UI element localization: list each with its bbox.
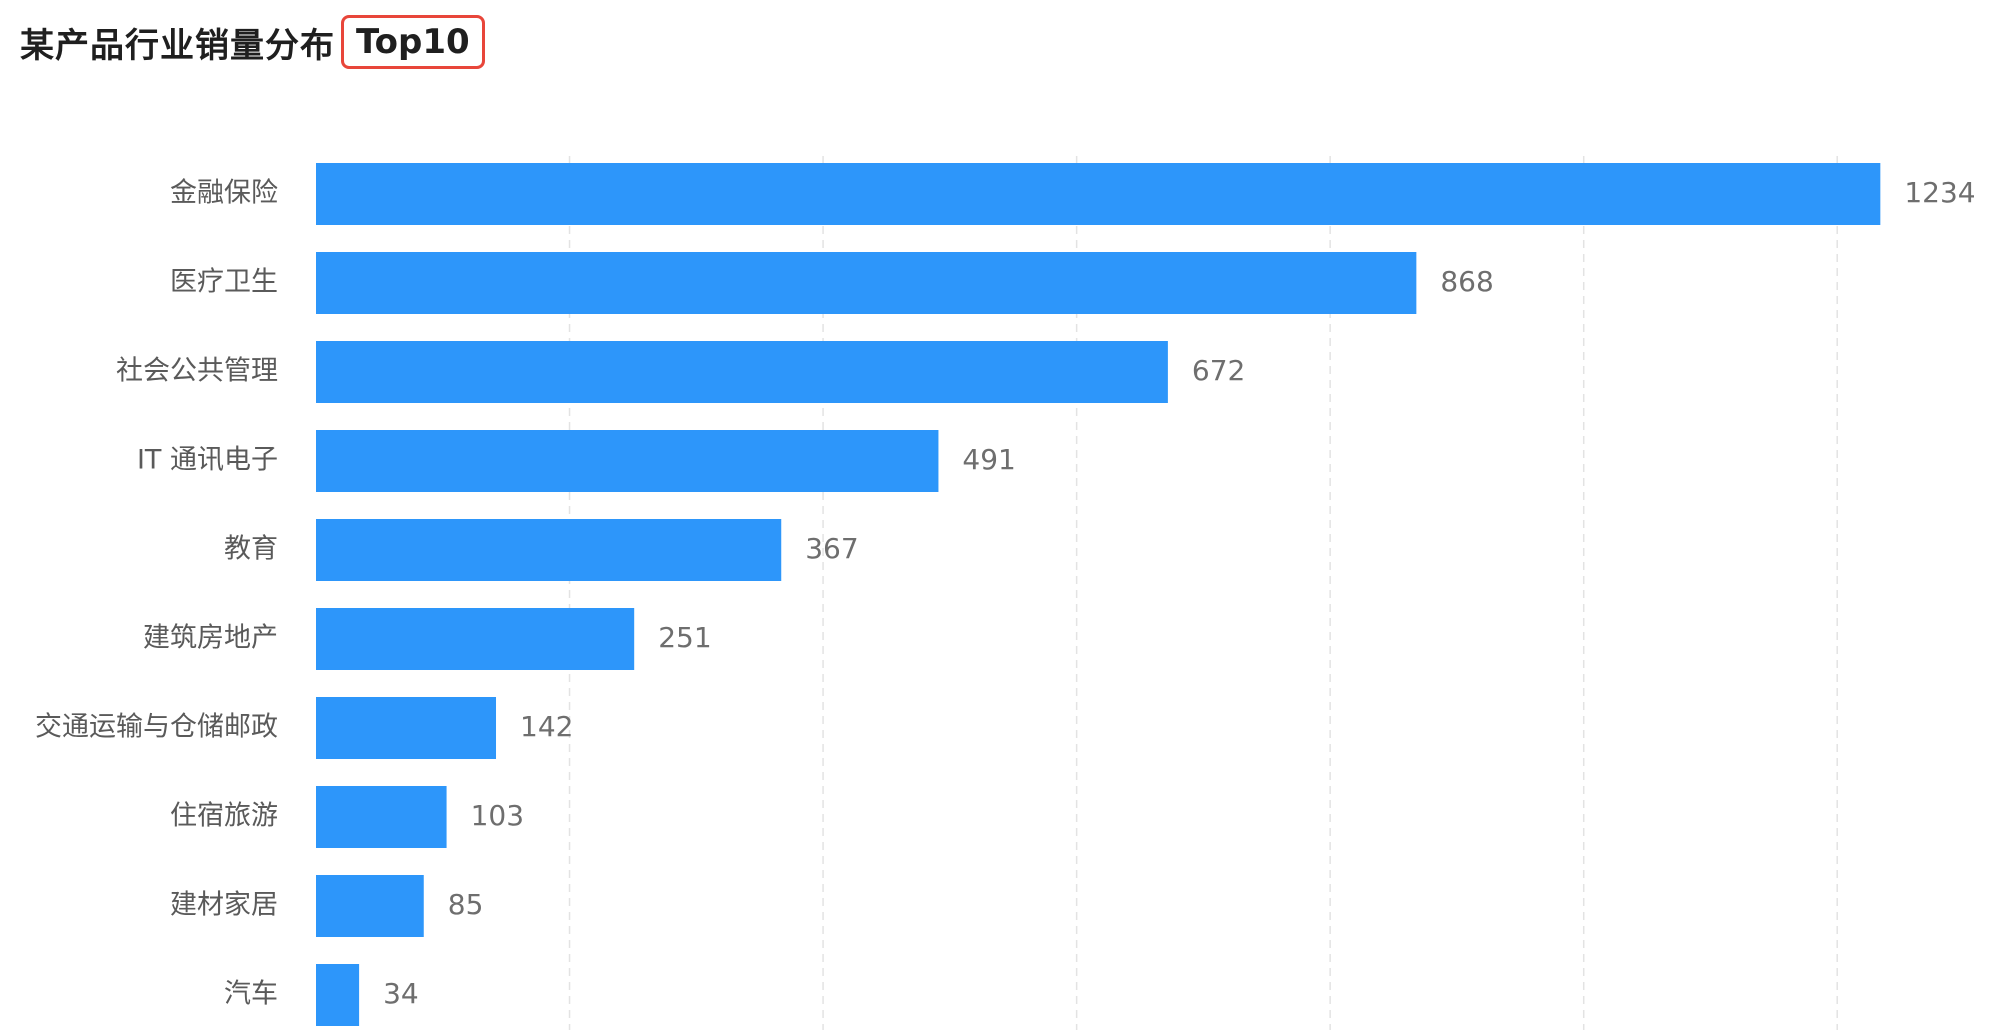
- category-label: 交通运输与仓储邮政: [35, 712, 278, 743]
- category-label: 金融保险: [170, 178, 278, 209]
- bar[interactable]: [316, 430, 939, 492]
- chart-title: 某产品行业销量分布 Top10: [20, 12, 485, 72]
- chart-title-highlight: Top10: [341, 14, 485, 70]
- bar[interactable]: [316, 519, 782, 581]
- category-label: 住宿旅游: [170, 801, 278, 832]
- bar[interactable]: [316, 252, 1417, 314]
- bar[interactable]: [316, 341, 1168, 403]
- value-label: 1234: [1904, 176, 1975, 209]
- value-label: 367: [805, 532, 858, 565]
- bar[interactable]: [316, 964, 360, 1026]
- category-label: 教育: [224, 534, 278, 565]
- category-label: 汽车: [224, 979, 278, 1010]
- chart-title-main: 某产品行业销量分布: [20, 25, 335, 66]
- bar[interactable]: [316, 786, 447, 848]
- value-label: 142: [520, 710, 573, 743]
- value-label: 34: [383, 977, 419, 1010]
- value-label: 672: [1192, 354, 1245, 387]
- category-label: 医疗卫生: [170, 267, 278, 298]
- category-label: IT 通讯电子: [137, 445, 278, 476]
- category-label: 建材家居: [170, 890, 278, 921]
- bars: [316, 163, 1881, 1026]
- value-label: 491: [962, 443, 1015, 476]
- bar[interactable]: [316, 163, 1881, 225]
- value-label: 85: [448, 888, 484, 921]
- value-label: 868: [1440, 265, 1493, 298]
- bar[interactable]: [316, 697, 497, 759]
- value-labels: 1234 868 672 491 367 251 142 103 85 34: [383, 176, 1975, 1010]
- value-label: 251: [658, 621, 711, 654]
- value-label: 103: [471, 799, 524, 832]
- bar[interactable]: [316, 875, 424, 937]
- bar[interactable]: [316, 608, 635, 670]
- category-label: 建筑房地产: [143, 623, 278, 654]
- category-label: 社会公共管理: [116, 356, 278, 387]
